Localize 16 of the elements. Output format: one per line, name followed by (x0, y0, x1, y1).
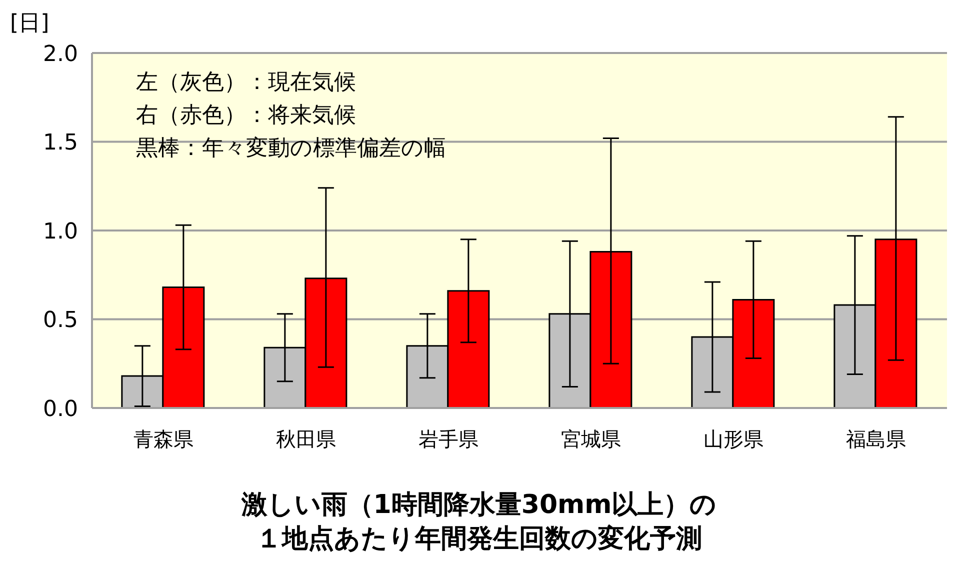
y-tick-label: 2.0 (43, 42, 78, 67)
y-tick-label: 1.5 (43, 130, 78, 156)
x-tick-label: 青森県 (133, 427, 194, 452)
text: 激しい雨（1時間降水量30mm以上）の１地点あたり年間発生回数の変化予測 (240, 489, 718, 556)
y-tick-label: 0.5 (43, 308, 78, 334)
x-tick-label: 宮城県 (560, 427, 621, 452)
annotation: 黒棒：年々変動の標準偏差の幅 (136, 135, 446, 163)
x-tick-label: 福島県 (846, 427, 906, 452)
y-axis-title: [日] (10, 10, 50, 38)
x-tick-label: 山形県 (703, 427, 764, 452)
x-tick-label: 岩手県 (418, 427, 478, 452)
annotation: 左（灰色）：現在気候 (136, 69, 357, 97)
y-tick-label: 1.0 (43, 219, 78, 244)
annotation: 右（赤色）：将来気候 (136, 102, 357, 130)
x-tick-label: 秋田県 (276, 427, 336, 452)
y-tick-label: 0.0 (43, 396, 78, 422)
